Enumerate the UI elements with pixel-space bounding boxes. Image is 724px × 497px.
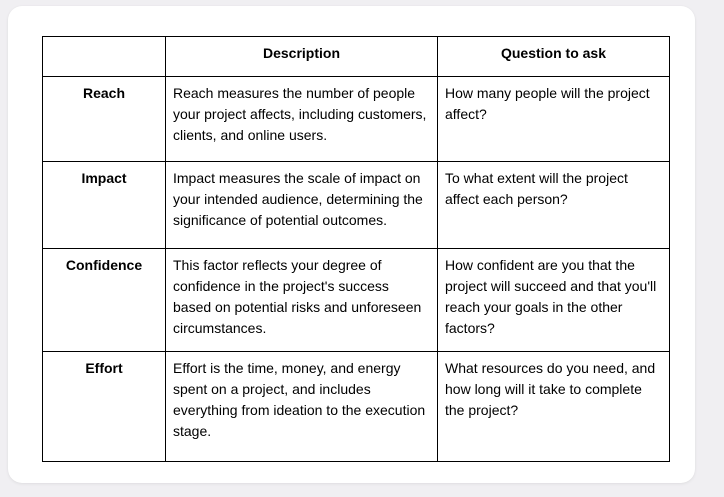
factor-description: Impact measures the scale of impact on y… — [165, 161, 438, 249]
factor-question: What resources do you need, and how long… — [437, 351, 670, 462]
table-row-reach: Reach Reach measures the number of peopl… — [42, 76, 670, 162]
rice-factors-table: Description Question to ask Reach Reach … — [42, 36, 670, 462]
factor-label: Effort — [42, 351, 166, 462]
document-card: Description Question to ask Reach Reach … — [8, 6, 695, 483]
header-question-to-ask: Question to ask — [437, 36, 670, 77]
factor-question: To what extent will the project affect e… — [437, 161, 670, 249]
factor-question: How confident are you that the project w… — [437, 248, 670, 352]
header-factor-blank — [42, 36, 166, 77]
table-row-effort: Effort Effort is the time, money, and en… — [42, 351, 670, 462]
factor-description: Reach measures the number of people your… — [165, 76, 438, 162]
factor-description: This factor reflects your degree of conf… — [165, 248, 438, 352]
factor-label: Reach — [42, 76, 166, 162]
table-header-row: Description Question to ask — [42, 36, 670, 77]
header-description: Description — [165, 36, 438, 77]
table-row-impact: Impact Impact measures the scale of impa… — [42, 161, 670, 249]
factor-description: Effort is the time, money, and energy sp… — [165, 351, 438, 462]
factor-label: Impact — [42, 161, 166, 249]
factor-label: Confidence — [42, 248, 166, 352]
factor-question: How many people will the project affect? — [437, 76, 670, 162]
table-row-confidence: Confidence This factor reflects your deg… — [42, 248, 670, 352]
